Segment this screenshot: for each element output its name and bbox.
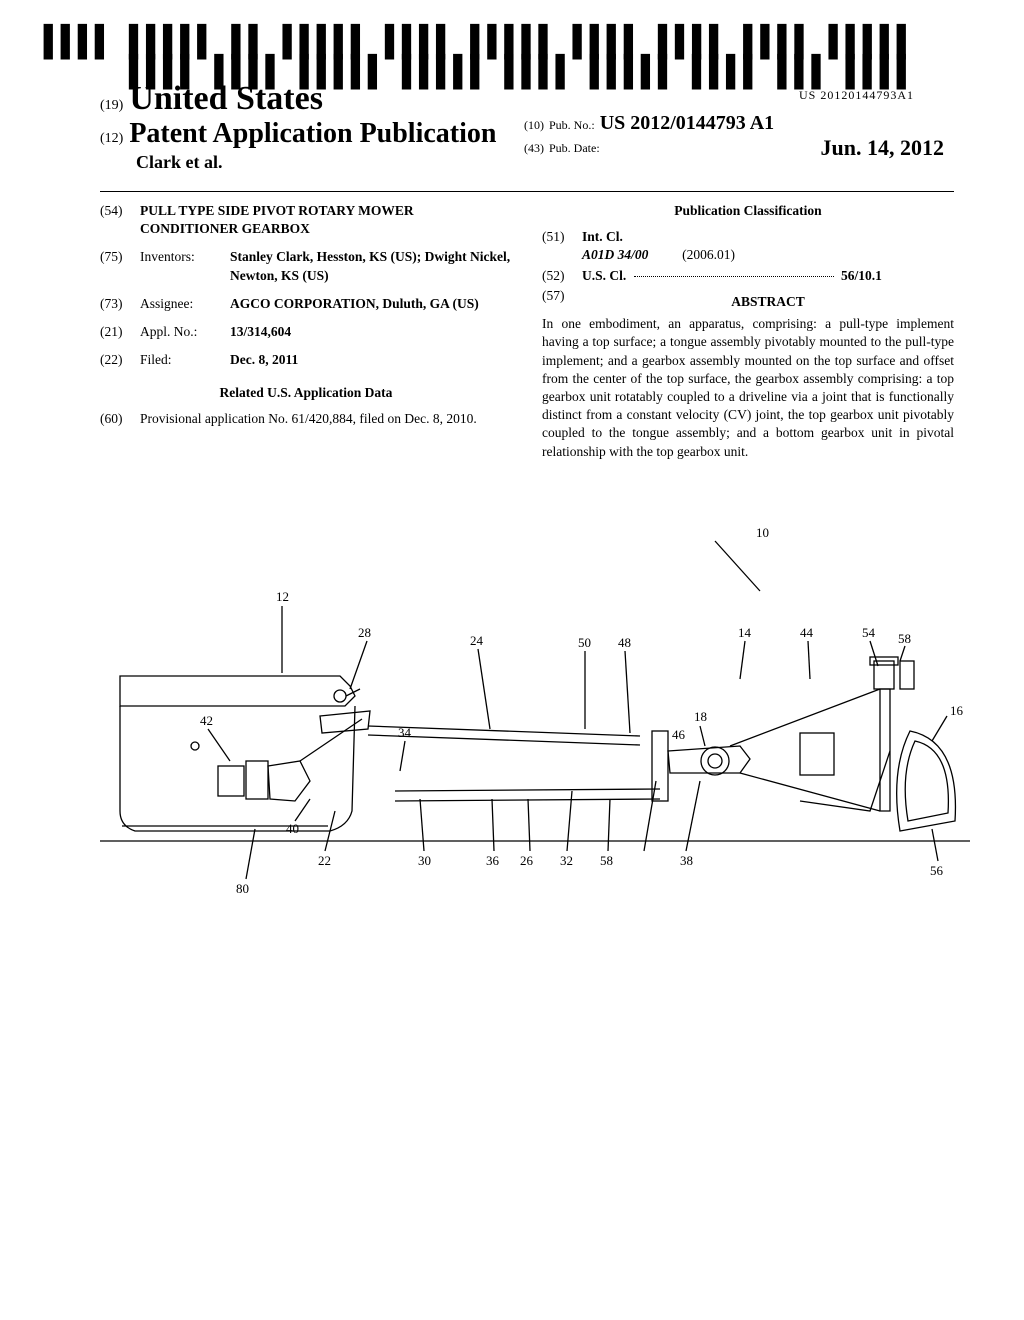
uscl-label: U.S. Cl. xyxy=(582,268,626,283)
svg-text:58: 58 xyxy=(600,853,613,868)
appl-no-label: Appl. No.: xyxy=(140,323,230,341)
assignee-label: Assignee: xyxy=(140,295,230,313)
abstract-heading: ABSTRACT xyxy=(582,293,954,311)
right-column: Publication Classification (51) Int. Cl.… xyxy=(542,202,954,461)
svg-text:16: 16 xyxy=(950,703,964,718)
svg-text:44: 44 xyxy=(800,625,814,640)
svg-text:30: 30 xyxy=(418,853,431,868)
svg-text:50: 50 xyxy=(578,635,591,650)
code-51: (51) xyxy=(542,228,582,264)
filed-label: Filed: xyxy=(140,351,230,369)
pub-no: US 2012/0144793 A1 xyxy=(600,112,774,134)
code-22: (22) xyxy=(100,351,140,369)
svg-text:48: 48 xyxy=(618,635,631,650)
inventors-label: Inventors: xyxy=(140,248,230,284)
publication-type: Patent Application Publication xyxy=(129,118,496,150)
code-52: (52) xyxy=(542,267,582,285)
patent-figure: 10 12 14 16 18 22 24 26 28 30 32 34 36 3… xyxy=(100,511,954,931)
abstract-text: In one embodiment, an apparatus, compris… xyxy=(542,315,954,461)
uscl-value: 56/10.1 xyxy=(841,268,882,283)
pub-date: Jun. 14, 2012 xyxy=(821,135,944,161)
barcode-number: US 20120144793A1 xyxy=(0,88,914,103)
biblio-columns: (54) PULL TYPE SIDE PIVOT ROTARY MOWER C… xyxy=(100,202,954,461)
pub-no-label: Pub. No.: xyxy=(549,118,595,132)
inventors: Stanley Clark, Hesston, KS (US); Dwight … xyxy=(230,248,512,284)
svg-text:34: 34 xyxy=(398,725,412,740)
code-12: (12) xyxy=(100,131,123,147)
svg-text:36: 36 xyxy=(486,853,500,868)
code-54: (54) xyxy=(100,202,140,238)
svg-text:58: 58 xyxy=(898,631,911,646)
invention-title: PULL TYPE SIDE PIVOT ROTARY MOWER CONDIT… xyxy=(140,202,512,238)
barcode-graphic: ▌▌▌▌ ▌▌▌▌▌ ▌▌ ▌▌▌▌▌ ▌▌▌▌ ▌▌▌▌▌ ▌▌▌▌ ▌▌▌▌… xyxy=(0,28,914,88)
related-text: Provisional application No. 61/420,884, … xyxy=(140,410,512,428)
code-43: (43) xyxy=(524,141,544,155)
appl-no: 13/314,604 xyxy=(230,323,512,341)
code-60: (60) xyxy=(100,410,140,428)
code-57: (57) xyxy=(542,287,582,315)
header-right: (10) Pub. No.: US 2012/0144793 A1 (43) P… xyxy=(524,112,944,161)
intcl-code: A01D 34/00 xyxy=(582,247,648,262)
svg-text:54: 54 xyxy=(862,625,876,640)
svg-text:80: 80 xyxy=(236,881,249,896)
code-75: (75) xyxy=(100,248,140,284)
left-column: (54) PULL TYPE SIDE PIVOT ROTARY MOWER C… xyxy=(100,202,512,461)
svg-text:38: 38 xyxy=(680,853,693,868)
figure-svg: 10 12 14 16 18 22 24 26 28 30 32 34 36 3… xyxy=(100,511,970,911)
code-10: (10) xyxy=(524,118,544,132)
svg-text:28: 28 xyxy=(358,625,371,640)
svg-text:12: 12 xyxy=(276,589,289,604)
svg-text:24: 24 xyxy=(470,633,484,648)
svg-text:32: 32 xyxy=(560,853,573,868)
svg-text:10: 10 xyxy=(756,525,769,540)
svg-text:14: 14 xyxy=(738,625,752,640)
barcode-region: ▌▌▌▌ ▌▌▌▌▌ ▌▌ ▌▌▌▌▌ ▌▌▌▌ ▌▌▌▌▌ ▌▌▌▌ ▌▌▌▌… xyxy=(0,28,914,103)
svg-text:40: 40 xyxy=(286,821,299,836)
related-heading: Related U.S. Application Data xyxy=(100,384,512,402)
pub-date-label: Pub. Date: xyxy=(549,141,600,155)
svg-text:26: 26 xyxy=(520,853,534,868)
pub-class-heading: Publication Classification xyxy=(542,202,954,220)
divider xyxy=(100,191,954,192)
intcl-label: Int. Cl. xyxy=(582,229,623,244)
dot-leader xyxy=(634,276,834,277)
svg-text:22: 22 xyxy=(318,853,331,868)
svg-text:46: 46 xyxy=(672,727,686,742)
svg-text:18: 18 xyxy=(694,709,707,724)
svg-text:42: 42 xyxy=(200,713,213,728)
intcl-year: (2006.01) xyxy=(682,247,735,262)
code-73: (73) xyxy=(100,295,140,313)
filed-date: Dec. 8, 2011 xyxy=(230,351,512,369)
assignee: AGCO CORPORATION, Duluth, GA (US) xyxy=(230,295,512,313)
svg-text:56: 56 xyxy=(930,863,944,878)
code-21: (21) xyxy=(100,323,140,341)
